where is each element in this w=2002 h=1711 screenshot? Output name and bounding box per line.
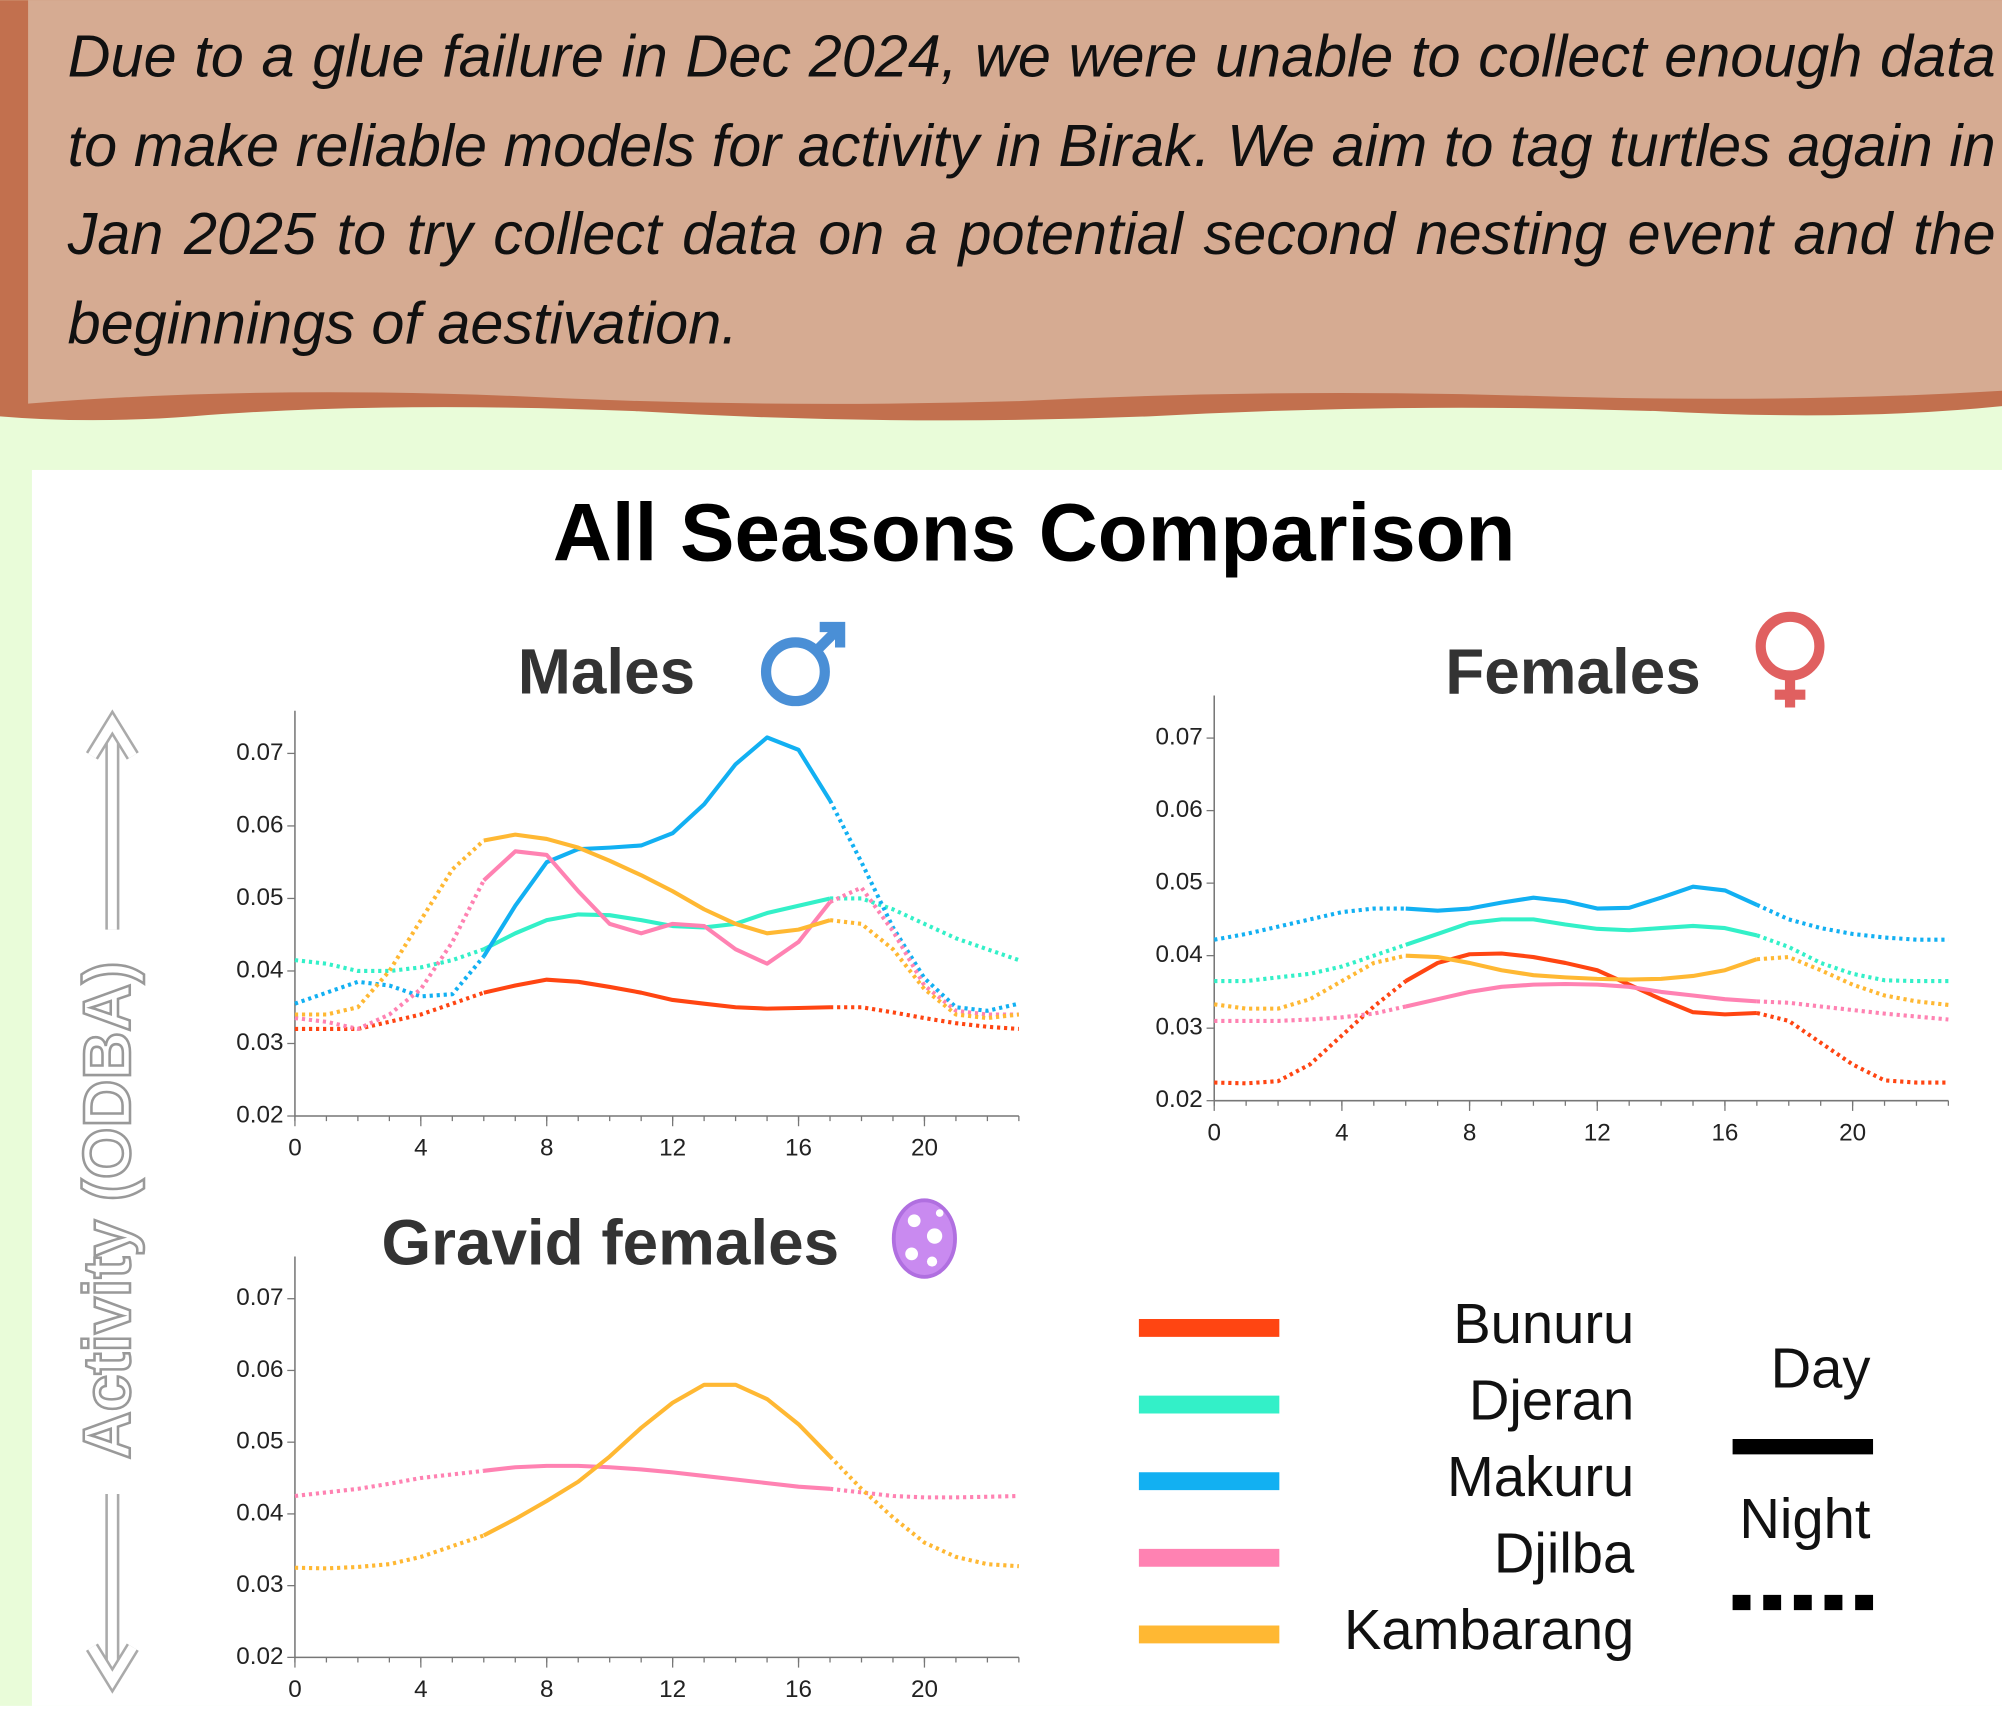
x-tick-label: 20 [911,1676,938,1703]
y-tick-label: 0.07 [236,1284,283,1311]
day-line [482,849,832,966]
legend-label: Djeran [1469,1368,1634,1431]
y-tick-label: 0.03 [1156,1014,1203,1041]
y-tick-label: 0.02 [236,1101,283,1128]
night-line [1214,942,1407,984]
night-line [830,896,1020,963]
y-tick-label: 0.02 [236,1643,283,1670]
x-tick-label: 0 [288,1676,302,1703]
legend-label: Bunuru [1453,1292,1634,1355]
y-tick-label: 0.07 [236,739,283,766]
day-line [1405,917,1758,947]
legend-label: Makuru [1447,1445,1634,1508]
x-tick-label: 20 [1839,1119,1866,1146]
day-line [482,896,831,952]
night-line [828,1455,1020,1569]
male-icon [760,621,846,707]
y-tick-label: 0.07 [1156,723,1203,750]
x-tick-label: 0 [1207,1119,1221,1146]
chart-title: Males [518,636,695,708]
day-line [1405,884,1758,913]
legend-day: Day [1771,1336,1871,1399]
note-holder: Due to a glue failure in Dec 2024, we we… [67,23,1996,356]
y-tick-label: 0.04 [236,1499,283,1526]
y-tick-label: 0.05 [1156,869,1203,896]
night-line [1214,979,1408,1086]
x-tick-label: 12 [659,1676,686,1703]
night-line [294,955,486,1006]
night-line [1213,906,1406,942]
night-line [294,879,486,1031]
y-tick-label: 0.02 [1156,1086,1203,1113]
legend-label: Djilba [1494,1522,1635,1585]
y-tick-label: 0.05 [236,1428,283,1455]
x-tick-label: 8 [540,1135,554,1162]
legend: Bunuru Djeran Makuru Djilba Kambarang Day Nigh… [1138,1292,1874,1661]
x-tick-label: 16 [1711,1119,1738,1146]
title: All Seasons Comparison [553,487,1516,578]
y-axis-arrows [85,709,139,1694]
y-tick-label: 0.06 [1156,796,1203,823]
night-line [1756,1010,1949,1085]
y-tick-label: 0.04 [236,956,283,983]
x-tick-label: 12 [1584,1119,1611,1146]
day-line [483,977,831,1011]
x-tick-label: 12 [659,1135,686,1162]
female-icon [1755,611,1825,708]
x-tick-label: 4 [414,1676,428,1703]
egg-icon [891,1198,957,1279]
y-tick-label: 0.05 [236,884,283,911]
night-line [1756,902,1949,942]
chart-title: Gravid females [381,1206,839,1278]
x-tick-label: 20 [911,1135,938,1162]
day-line [1405,953,1758,982]
night-line [1213,953,1407,1011]
y-tick-label: 0.03 [236,1029,283,1056]
note: Due to a glue failure in Dec 2024, we we… [67,23,1996,356]
chart-title: Females [1445,636,1700,708]
y-tick-label: 0.06 [236,811,283,838]
panel [31,469,2002,1706]
y-axis-label: Activity (ODBA) [71,962,145,1460]
day-line [483,1463,831,1491]
x-tick-label: 16 [785,1676,812,1703]
x-tick-label: 8 [540,1676,554,1703]
x-tick-label: 16 [785,1135,812,1162]
day-line [483,832,831,936]
day-line [1405,981,1757,1009]
note-box [28,0,2002,404]
night-line [828,799,1020,1013]
y-tick-label: 0.03 [236,1571,283,1598]
day-line [482,735,832,958]
x-tick-label: 8 [1463,1119,1477,1146]
y-tick-label: 0.04 [1156,941,1203,968]
day-line [1404,951,1757,1017]
day-line [482,1382,832,1538]
x-tick-label: 0 [288,1135,302,1162]
legend-night: Night [1739,1487,1870,1550]
x-tick-label: 4 [414,1135,428,1162]
y-tick-label: 0.06 [236,1356,283,1383]
legend-label: Kambarang [1344,1598,1634,1661]
x-tick-label: 4 [1335,1119,1349,1146]
